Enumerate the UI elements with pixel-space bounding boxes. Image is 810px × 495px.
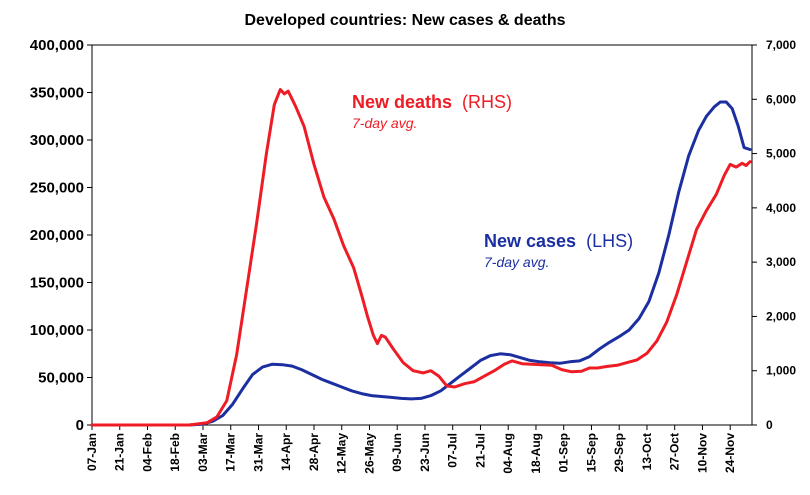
x-tick-label: 12-May bbox=[335, 433, 349, 474]
right-tick-label: 3,000 bbox=[766, 255, 796, 269]
left-tick-label: 100,000 bbox=[30, 322, 84, 339]
svg-text:New cases (LHS): New cases (LHS) bbox=[484, 231, 633, 251]
x-tick-label: 01-Sep bbox=[557, 433, 571, 472]
deaths-axis-label: (RHS) bbox=[462, 92, 512, 112]
x-tick-label: 21-Jan bbox=[113, 433, 127, 471]
cases-note: 7-day avg. bbox=[484, 254, 549, 270]
right-tick-label: 6,000 bbox=[766, 92, 796, 106]
left-tick-label: 250,000 bbox=[30, 180, 84, 197]
x-tick-label: 07-Jul bbox=[446, 433, 460, 468]
deaths-annotation: New deaths (RHS) 7-day avg. bbox=[352, 92, 512, 131]
x-tick-label: 10-Nov bbox=[695, 433, 709, 473]
cases-series-name: New cases bbox=[484, 231, 576, 251]
chart-title: Developed countries: New cases & deaths bbox=[245, 12, 566, 29]
x-tick-label: 29-Sep bbox=[612, 433, 626, 472]
x-tick-label: 09-Jun bbox=[390, 433, 404, 472]
x-tick-label: 31-Mar bbox=[251, 433, 265, 472]
deaths-note: 7-day avg. bbox=[352, 115, 417, 131]
x-tick-label: 23-Jun bbox=[418, 433, 432, 472]
right-tick-label: 4,000 bbox=[766, 201, 796, 215]
deaths-series-name: New deaths bbox=[352, 92, 452, 112]
x-tick-label: 13-Oct bbox=[640, 433, 654, 470]
x-tick-label: 17-Mar bbox=[224, 433, 238, 472]
x-tick-label: 18-Aug bbox=[529, 433, 543, 474]
x-axis-ticks: 07-Jan 21-Jan 04-Feb 18-Feb 03-Mar 17-Mar 31-M… bbox=[85, 425, 737, 474]
left-tick-label: 150,000 bbox=[30, 275, 84, 292]
left-tick-label: 50,000 bbox=[38, 370, 84, 387]
right-axis-ticks: 0 1,000 2,000 3,000 4,000 5,000 6,000 7,000 bbox=[752, 38, 796, 432]
series-lines bbox=[90, 88, 752, 427]
right-tick-label: 2,000 bbox=[766, 309, 796, 323]
x-tick-label: 14-Apr bbox=[279, 433, 293, 471]
new-deaths-line bbox=[90, 88, 752, 427]
x-tick-label: 07-Jan bbox=[85, 433, 99, 471]
x-tick-label: 28-Apr bbox=[307, 433, 321, 471]
x-tick-label: 04-Feb bbox=[140, 433, 154, 472]
x-tick-label: 03-Mar bbox=[196, 433, 210, 472]
left-axis-ticks: 0 50,000 100,000 150,000 200,000 250,000 300,0… bbox=[30, 37, 92, 434]
cases-annotation: New cases (LHS) 7-day avg. bbox=[484, 231, 633, 270]
right-tick-label: 7,000 bbox=[766, 38, 796, 52]
x-tick-label: 27-Oct bbox=[668, 433, 682, 470]
new-cases-line bbox=[90, 100, 752, 427]
left-tick-label: 200,000 bbox=[30, 227, 84, 244]
x-tick-label: 18-Feb bbox=[168, 433, 182, 472]
left-tick-label: 350,000 bbox=[30, 85, 84, 102]
right-tick-label: 5,000 bbox=[766, 147, 796, 161]
x-tick-label: 15-Sep bbox=[584, 433, 598, 472]
right-tick-label: 0 bbox=[766, 418, 773, 432]
x-tick-label: 24-Nov bbox=[723, 433, 737, 473]
x-tick-label: 21-Jul bbox=[473, 433, 487, 468]
left-tick-label: 0 bbox=[76, 417, 84, 434]
left-tick-label: 300,000 bbox=[30, 132, 84, 149]
left-tick-label: 400,000 bbox=[30, 37, 84, 54]
x-tick-label: 04-Aug bbox=[501, 433, 515, 474]
cases-axis-label: (LHS) bbox=[586, 231, 633, 251]
svg-text:New deaths (RHS): New deaths (RHS) bbox=[352, 92, 512, 112]
x-tick-label: 26-May bbox=[362, 433, 376, 474]
right-tick-label: 1,000 bbox=[766, 364, 796, 378]
